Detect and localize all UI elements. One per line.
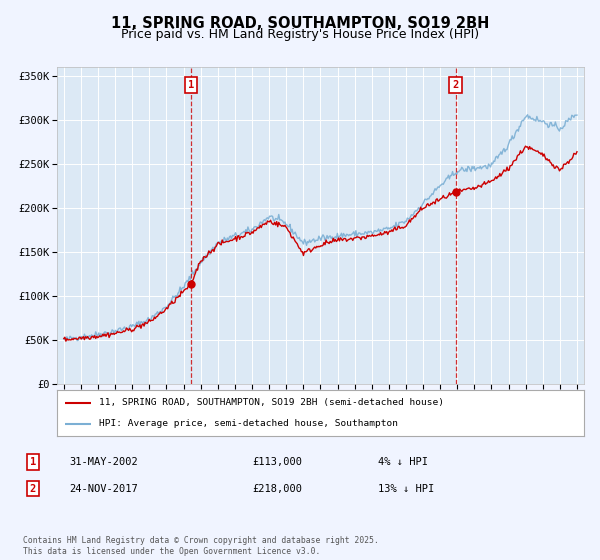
Text: 1: 1 [30,457,36,467]
Text: 11, SPRING ROAD, SOUTHAMPTON, SO19 2BH (semi-detached house): 11, SPRING ROAD, SOUTHAMPTON, SO19 2BH (… [99,398,444,407]
Text: 2: 2 [452,80,458,90]
Text: 13% ↓ HPI: 13% ↓ HPI [378,484,434,494]
Text: 2: 2 [30,484,36,494]
Text: Price paid vs. HM Land Registry's House Price Index (HPI): Price paid vs. HM Land Registry's House … [121,28,479,41]
Text: HPI: Average price, semi-detached house, Southampton: HPI: Average price, semi-detached house,… [99,419,398,428]
Text: 24-NOV-2017: 24-NOV-2017 [69,484,138,494]
Text: 31-MAY-2002: 31-MAY-2002 [69,457,138,467]
Text: 11, SPRING ROAD, SOUTHAMPTON, SO19 2BH: 11, SPRING ROAD, SOUTHAMPTON, SO19 2BH [111,16,489,31]
Text: Contains HM Land Registry data © Crown copyright and database right 2025.
This d: Contains HM Land Registry data © Crown c… [23,536,379,556]
Text: 1: 1 [188,80,194,90]
Text: £218,000: £218,000 [252,484,302,494]
Text: 4% ↓ HPI: 4% ↓ HPI [378,457,428,467]
Text: £113,000: £113,000 [252,457,302,467]
